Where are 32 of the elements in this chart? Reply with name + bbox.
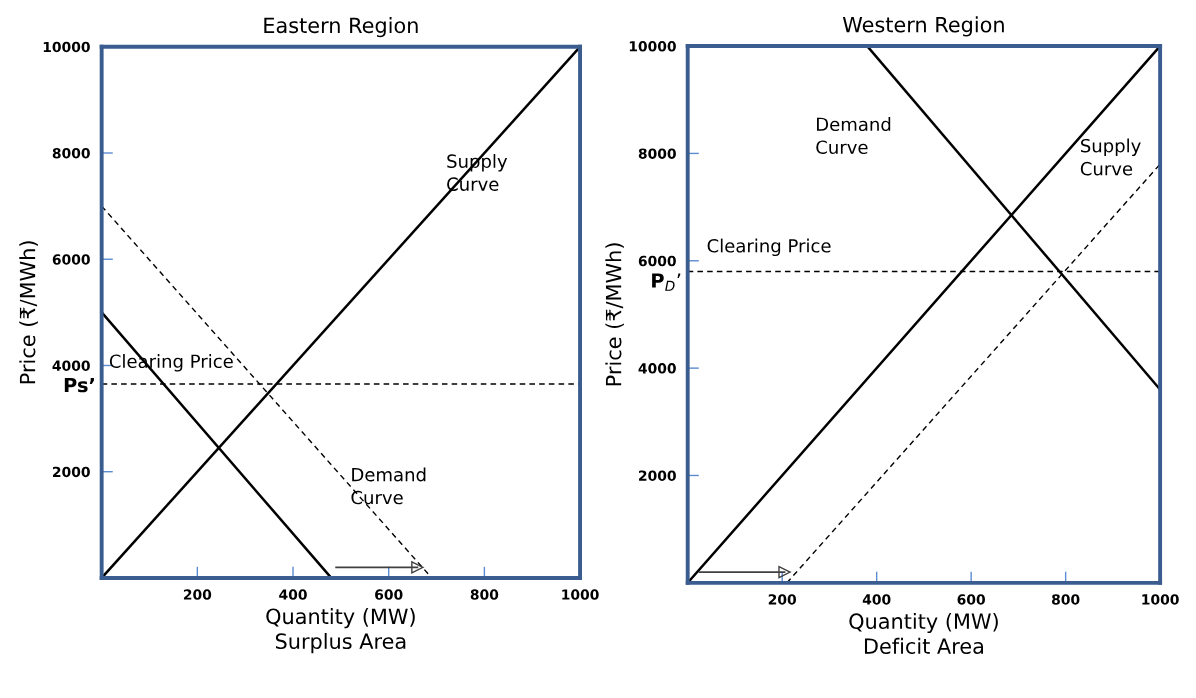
x-tick-label: 800: [470, 589, 499, 600]
annotation: Clearing Price: [707, 238, 831, 257]
x-tick-label: 200: [183, 589, 212, 600]
x-tick-label: 600: [957, 594, 985, 605]
x-tick-label: 1000: [1142, 594, 1179, 605]
text: Ps’: [64, 377, 94, 393]
y-axis-title: Price (₹/MWh): [19, 241, 38, 384]
text: P$_{D}$’: [652, 273, 681, 291]
y-tick-label: 8000: [52, 147, 90, 159]
x-tick-label: 1000: [562, 589, 599, 600]
x-axis-title: Quantity (MW) Surplus Area: [266, 608, 415, 654]
y-tick-label: 2000: [52, 466, 90, 478]
chart-title: Western Region: [842, 16, 1004, 37]
y-tick-label: 4000: [638, 363, 676, 374]
y-tick-label: 8000: [638, 148, 676, 159]
annotation: Demand Curve: [351, 467, 426, 505]
x-tick-label: 800: [1051, 594, 1080, 605]
y-tick-label: 6000: [52, 254, 90, 265]
y-tick-label: 10000: [43, 41, 90, 53]
y-tick-label: 2000: [639, 470, 676, 481]
chart-title: Eastern Region: [264, 17, 418, 38]
x-axis-title: Quantity (MW) Deficit Area: [849, 612, 998, 654]
y-tick-label: 4000: [52, 360, 90, 371]
y-tick-label: 10000: [629, 41, 676, 52]
x-tick-label: 600: [375, 589, 403, 600]
annotation: Supply Curve: [1080, 138, 1141, 176]
y-axis-title: Price (₹/MWh): [605, 243, 624, 386]
annotation: Demand Curve: [816, 117, 891, 155]
x-tick-label: 400: [862, 594, 891, 605]
y-tick-label: 6000: [638, 255, 676, 267]
x-tick-label: 200: [768, 594, 797, 605]
x-tick-label: 400: [279, 589, 307, 600]
